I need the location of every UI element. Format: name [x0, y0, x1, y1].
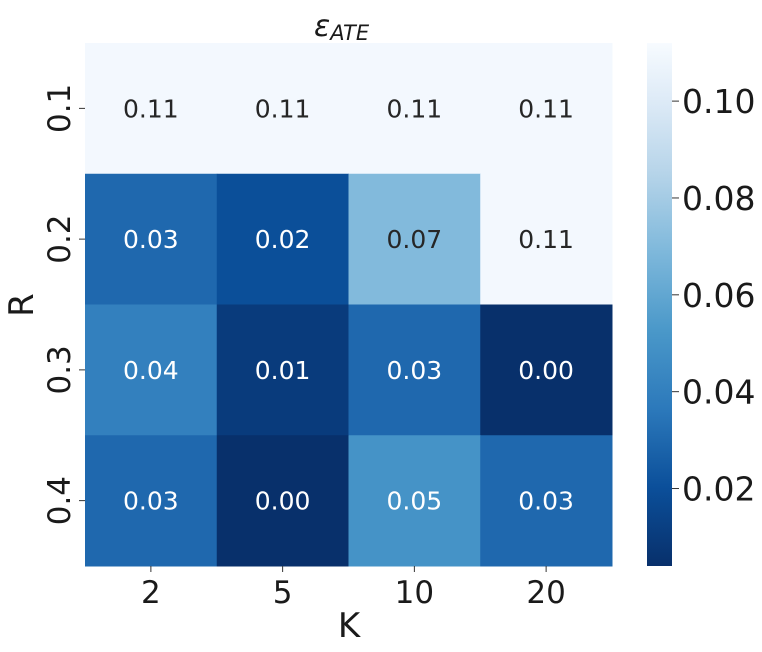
- heatmap-cell: [216, 43, 349, 175]
- heatmap-cell: [216, 435, 349, 567]
- colorbar-tick-label: 0.06: [682, 276, 755, 315]
- cell-annotation: 0.03: [518, 487, 574, 516]
- cell-annotations: 0.11 0.11 0.11 0.11 0.03 0.02 0.07 0.11 0.04 0.01…: [123, 94, 574, 515]
- heatmap-cell: [348, 304, 481, 436]
- heatmap-cell: [216, 304, 349, 436]
- x-axis-ticks: 2 5 10 20: [141, 566, 566, 611]
- cell-annotation: 0.11: [123, 94, 179, 123]
- cell-annotation: 0.03: [123, 487, 179, 516]
- cell-annotation: 0.11: [518, 94, 574, 123]
- heatmap-cell: [85, 304, 218, 436]
- heatmap-cell: [216, 173, 349, 305]
- y-tick-label: 0.1: [42, 84, 78, 133]
- cell-annotation: 0.00: [255, 487, 311, 516]
- chart-title: εATE: [314, 9, 370, 45]
- y-tick-label: 0.4: [42, 476, 78, 525]
- heatmap-cell: [480, 173, 613, 305]
- x-tick-label: 2: [141, 575, 161, 611]
- x-tick-label: 10: [395, 575, 434, 611]
- x-tick-label: 20: [526, 575, 565, 611]
- cell-annotation: 0.00: [518, 356, 574, 385]
- heatmap-cell: [348, 435, 481, 567]
- cell-annotation: 0.11: [255, 94, 311, 123]
- heatmap-cell: [480, 304, 613, 436]
- heatmap-cell: [348, 43, 481, 175]
- heatmap-cell: [85, 43, 218, 175]
- y-tick-label: 0.3: [42, 345, 78, 394]
- x-tick-label: 5: [273, 575, 293, 611]
- cell-annotation: 0.02: [255, 225, 311, 254]
- heatmap-cell: [480, 43, 613, 175]
- cell-annotation: 0.03: [387, 356, 443, 385]
- chart-title-subscript: ATE: [328, 21, 370, 45]
- cell-annotation: 0.11: [518, 225, 574, 254]
- colorbar-tick-label: 0.04: [682, 373, 755, 412]
- cell-annotation: 0.01: [255, 356, 311, 385]
- cell-annotation: 0.04: [123, 356, 179, 385]
- heatmap-cell: [348, 173, 481, 305]
- x-axis-label: K: [338, 606, 362, 646]
- heatmap-cells: [85, 43, 613, 567]
- colorbar-tick-label: 0.02: [682, 470, 755, 509]
- colorbar-ticks: 0.02 0.04 0.06 0.08 0.10: [672, 82, 755, 509]
- colorbar-tick-label: 0.10: [682, 82, 755, 121]
- colorbar: [647, 43, 672, 566]
- cell-annotation: 0.07: [387, 225, 443, 254]
- cell-annotation: 0.03: [123, 225, 179, 254]
- heatmap-cell: [85, 173, 218, 305]
- chart-title-main: ε: [314, 9, 330, 44]
- cell-annotation: 0.05: [387, 487, 443, 516]
- cell-annotation: 0.11: [387, 94, 443, 123]
- y-axis-label: R: [2, 293, 42, 317]
- heatmap-cell: [85, 435, 218, 567]
- y-tick-label: 0.2: [42, 214, 78, 263]
- heatmap-cell: [480, 435, 613, 567]
- y-axis-ticks: 0.1 0.2 0.3 0.4: [42, 84, 85, 525]
- colorbar-tick-label: 0.08: [682, 179, 755, 218]
